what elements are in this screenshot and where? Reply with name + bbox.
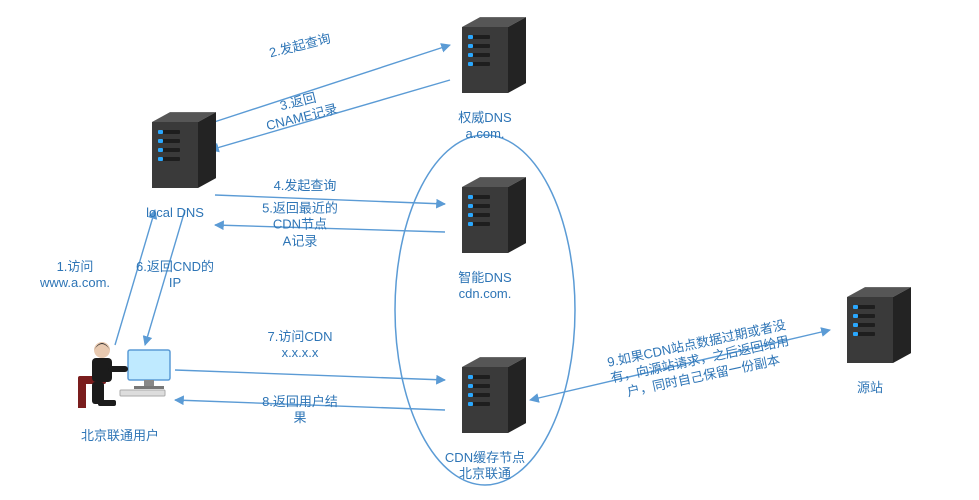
node-label-origin: 源站: [857, 380, 883, 396]
edge-label-e3: 3.返回 CNAME记录: [261, 85, 340, 134]
edge-label-e1: 1.访问 www.a.com.: [40, 259, 110, 292]
node-label-cdnedge: CDN缓存节点 北京联通: [445, 450, 525, 483]
edge-label-e8: 8.返回用户结 果: [262, 394, 338, 427]
edge-label-e5: 5.返回最近的 CDN节点 A记录: [262, 201, 338, 250]
diagram-labels: 1.访问 www.a.com. 2.发起查询 3.返回 CNAME记录 4.发起查询 5…: [0, 0, 979, 500]
edge-label-e4: 4.发起查询: [274, 178, 337, 194]
edge-label-e7: 7.访问CDN x.x.x.x: [267, 329, 332, 362]
edge-label-e2: 2.发起查询: [268, 31, 333, 62]
node-label-user: 北京联通用户: [81, 428, 159, 444]
node-label-authdns: 权威DNS a.com.: [458, 110, 511, 143]
node-label-smartdns: 智能DNS cdn.com.: [458, 270, 511, 303]
node-label-localdns: local DNS: [146, 205, 204, 221]
edge-label-e6: 6.返回CND的 IP: [136, 259, 214, 292]
edge-label-e9: 9.如果CDN站点数据过期或者没 有，向源站请求，之后返回给用 户，同时自己保留…: [606, 317, 794, 403]
